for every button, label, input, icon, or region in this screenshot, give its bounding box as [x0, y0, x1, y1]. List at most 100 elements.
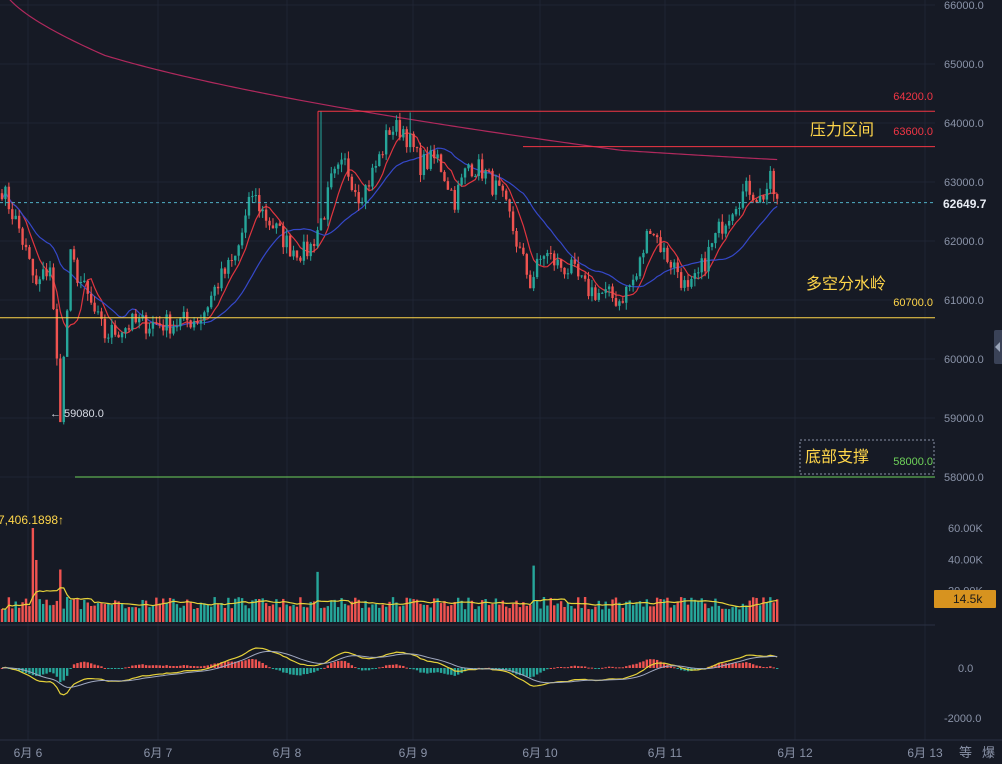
price-tick-label: 63000.0: [944, 177, 984, 189]
macd-histogram-bar: [772, 667, 775, 669]
candle-body: [673, 262, 676, 268]
candle-body: [583, 275, 587, 279]
candle-body: [189, 320, 192, 328]
macd-histogram-bar: [422, 668, 426, 673]
volume-bar: [532, 565, 535, 622]
level-label-60700: 60700.0: [893, 297, 933, 309]
candle-body: [741, 191, 745, 208]
candle-body: [282, 225, 285, 248]
time-tick-label: 6月 11: [648, 746, 683, 760]
candle-body: [594, 287, 597, 300]
volume-bar: [450, 605, 453, 622]
volume-bar: [148, 607, 151, 622]
candle-body: [456, 184, 460, 210]
candle-body: [158, 323, 161, 326]
macd-histogram-bar: [405, 667, 408, 669]
volume-bar: [710, 606, 714, 622]
macd-histogram-bar: [673, 667, 676, 669]
macd-histogram-bar: [714, 664, 717, 668]
volume-bar: [539, 608, 542, 622]
macd-histogram-bar: [539, 668, 542, 673]
macd-histogram-bar: [234, 661, 237, 668]
macd-histogram-bar: [741, 662, 745, 668]
volume-bar: [323, 607, 326, 622]
volume-bar: [285, 604, 288, 622]
macd-histogram-bar: [384, 665, 388, 668]
macd-histogram-bar: [762, 667, 765, 669]
candle-body: [213, 286, 216, 296]
volume-bar: [120, 603, 124, 622]
bottom-label-1[interactable]: 等: [959, 745, 972, 760]
bottom-label-2[interactable]: 爆: [982, 745, 995, 760]
volume-bar: [676, 601, 679, 622]
volume-bar: [765, 602, 769, 622]
macd-histogram-bar: [179, 665, 182, 668]
volume-current-tag-bg: [934, 590, 996, 608]
candle-body: [89, 293, 93, 303]
macd-histogram-bar: [432, 668, 436, 673]
macd-histogram-bar: [38, 668, 41, 676]
macd-histogram-bar: [62, 668, 65, 681]
watershed-label: 多空分水岭: [806, 275, 886, 293]
macd-histogram-bar: [621, 667, 625, 669]
macd-histogram-bar: [230, 661, 234, 668]
candle-body: [120, 332, 124, 338]
volume-bar: [381, 604, 384, 622]
volume-bar: [244, 605, 247, 622]
macd-histogram-bar: [679, 668, 683, 671]
volume-bar: [580, 607, 583, 622]
candle-body: [422, 154, 426, 176]
macd-histogram-bar: [83, 661, 86, 668]
macd-histogram-bar: [734, 663, 738, 668]
ma-short-line: [1, 132, 778, 334]
volume-bar: [525, 605, 528, 622]
macd-histogram-bar: [371, 668, 374, 670]
volume-bar: [261, 598, 264, 622]
candle-body: [251, 196, 254, 198]
candle-body: [227, 260, 230, 274]
macd-histogram-bar: [354, 667, 357, 669]
candle-body: [738, 207, 741, 210]
candle-body: [772, 170, 775, 195]
time-tick-label: 6月 7: [144, 746, 173, 760]
volume-bar: [731, 607, 734, 622]
volume-bar: [635, 603, 638, 622]
candle-body: [707, 246, 710, 272]
volume-bar: [264, 603, 268, 622]
volume-bar: [446, 606, 450, 622]
macd-tick-label: 0.0: [958, 663, 973, 675]
candle-body: [745, 180, 748, 192]
macd-histogram-bar: [312, 668, 316, 673]
candle-body: [210, 295, 213, 308]
candle-body: [76, 259, 79, 283]
volume-bar: [703, 603, 707, 622]
macd-histogram-bar: [436, 668, 439, 673]
macd-histogram-bar: [731, 663, 734, 668]
volume-bar: [690, 597, 693, 622]
macd-histogram-bar: [683, 668, 686, 671]
candle-body: [666, 247, 669, 262]
candle-body: [312, 243, 316, 247]
volume-bar: [213, 597, 216, 622]
candle-body: [72, 249, 76, 260]
volume-bar: [196, 608, 199, 622]
macd-histogram-bar: [649, 659, 652, 668]
candle-body: [625, 286, 628, 303]
macd-histogram-bar: [69, 668, 72, 669]
macd-histogram-bar: [278, 668, 282, 671]
macd-histogram-bar: [511, 668, 515, 673]
macd-histogram-bar: [292, 668, 295, 675]
candle-body: [395, 120, 398, 132]
macd-histogram-bar: [323, 667, 326, 669]
panel-collapse-handle[interactable]: [994, 330, 1002, 364]
volume-bar: [83, 599, 86, 622]
candle-body: [693, 273, 697, 279]
macd-histogram-bar: [299, 668, 302, 676]
volume-bar: [769, 597, 772, 622]
volume-bar: [186, 599, 189, 622]
candle-body: [443, 171, 446, 182]
candle-body: [775, 194, 779, 199]
macd-histogram-bar: [148, 665, 151, 668]
volume-bar: [604, 601, 607, 622]
